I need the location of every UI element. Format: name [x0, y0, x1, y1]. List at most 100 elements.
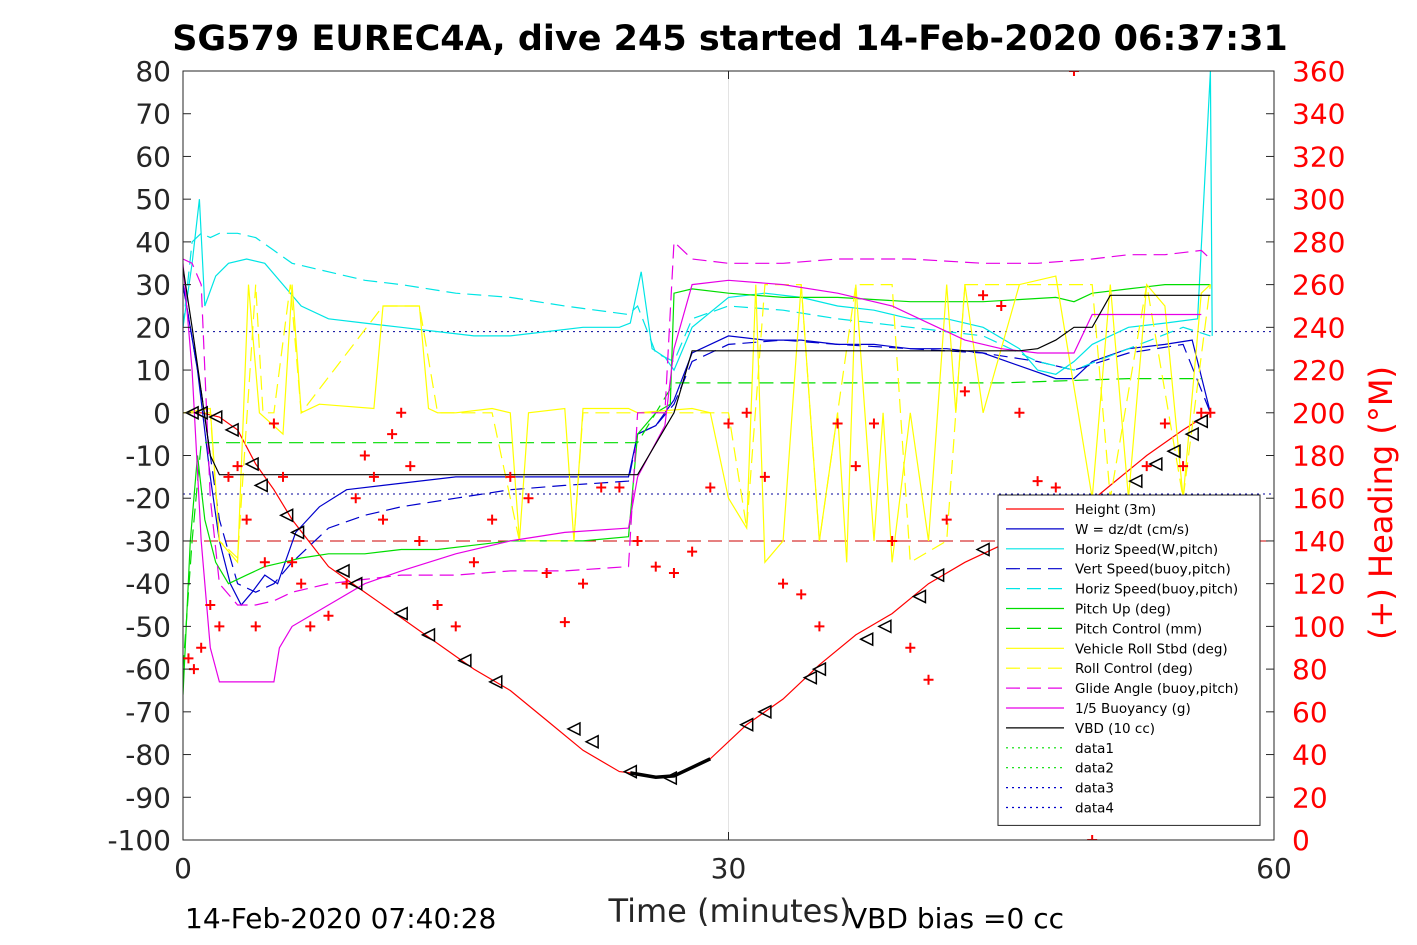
heading-point [868, 418, 879, 429]
series-line [183, 267, 1211, 476]
y-right-tick-label: 0 [1292, 824, 1310, 857]
heading-point [650, 561, 661, 572]
y-right-tick-label: 160 [1292, 482, 1345, 515]
depth-marker [420, 627, 436, 643]
depth-marker [488, 674, 503, 690]
heading-point [796, 589, 807, 600]
depth-marker [1148, 456, 1163, 472]
series-line [183, 232, 1211, 371]
depth-marker [184, 405, 199, 420]
depth-marker [1128, 473, 1143, 489]
legend-label: 1/5 Buoyancy (g) [1075, 701, 1191, 717]
heading-point [305, 621, 316, 632]
series-line [183, 71, 1213, 375]
heading-point [996, 300, 1007, 311]
depth-marker [859, 631, 874, 647]
legend-label: data2 [1075, 761, 1114, 777]
depth-marker [244, 456, 259, 472]
heading-point [687, 546, 698, 557]
y-tick-label: -50 [125, 610, 171, 643]
heading-point [668, 567, 679, 578]
heading-point [832, 418, 843, 429]
y-tick-label: -60 [125, 653, 171, 686]
y-tick-label: -70 [125, 696, 171, 729]
heading-point [905, 642, 916, 653]
heading-point [1141, 461, 1152, 472]
y-right-tick-label: 180 [1292, 440, 1345, 473]
y-right-tick-label: 360 [1292, 55, 1345, 88]
heading-point [378, 514, 389, 525]
legend-box [997, 494, 1261, 826]
y-tick-label: -90 [125, 781, 171, 814]
y-tick-label: 40 [135, 226, 171, 259]
legend-label: Pitch Up (deg) [1075, 602, 1171, 618]
y-right-tick-label: 20 [1292, 781, 1328, 814]
depth-marker [877, 619, 892, 634]
heading-point [723, 418, 734, 429]
y-tick-label: 60 [135, 140, 171, 173]
heading-point [368, 471, 379, 482]
y-right-tick-label: 100 [1292, 610, 1345, 643]
x-tick-label: 0 [174, 852, 192, 885]
depth-marker [253, 478, 268, 493]
heading-point [223, 471, 234, 482]
heading-point [596, 482, 607, 493]
depth-marker [335, 563, 350, 579]
heading-point [505, 471, 516, 482]
heading-point [468, 557, 479, 568]
depth-marker [811, 661, 827, 677]
depth-marker [911, 589, 927, 604]
heading-point [559, 617, 570, 628]
legend-label: W = dz/dt (cm/s) [1075, 522, 1189, 538]
depth-marker [224, 422, 239, 438]
depth-marker [289, 525, 305, 540]
heading-point [978, 290, 989, 301]
y-tick-label: -100 [107, 824, 171, 857]
legend-label: Glide Angle (buoy,pitch) [1075, 681, 1239, 697]
heading-point [1014, 407, 1025, 418]
y-right-tick-label: 340 [1292, 98, 1345, 131]
y-right-tick-label: 80 [1292, 653, 1328, 686]
heading-point [359, 450, 370, 461]
heading-point [614, 482, 625, 493]
heading-point [778, 578, 789, 589]
y-tick-label: 50 [135, 183, 171, 216]
y-axis-label-right: (+) Heading (°M) [1362, 366, 1400, 640]
depth-marker [802, 670, 818, 685]
series-line [183, 275, 1211, 564]
heading-point [268, 418, 279, 429]
heading-point [241, 514, 252, 525]
heading-point [259, 557, 270, 568]
y-tick-label: -30 [125, 525, 171, 558]
heading-point [450, 621, 461, 632]
legend-label: data4 [1075, 801, 1114, 817]
depth-marker [1193, 414, 1209, 429]
legend-label: VBD (10 cc) [1075, 721, 1155, 737]
depth-marker [348, 576, 363, 591]
depth-marker [278, 508, 294, 523]
legend-label: Pitch Control (mm) [1075, 621, 1202, 637]
heading-point [287, 557, 298, 568]
depth-marker [757, 704, 772, 720]
y-tick-label: 0 [153, 397, 171, 430]
heading-point [941, 514, 952, 525]
y-tick-label: -40 [125, 568, 171, 601]
heading-point [632, 535, 643, 546]
heading-point [705, 482, 716, 493]
depth-marker [393, 606, 408, 621]
series-line [183, 378, 1202, 670]
depth-marker [584, 734, 599, 749]
y-right-tick-label: 200 [1292, 397, 1345, 430]
y-right-tick-label: 260 [1292, 269, 1345, 302]
y-right-tick-label: 300 [1292, 183, 1345, 216]
y-tick-label: 30 [135, 269, 171, 302]
heading-point [1205, 407, 1216, 418]
x-tick-label: 30 [711, 852, 747, 885]
legend-label: Roll Control (deg) [1075, 661, 1193, 677]
y-right-tick-label: 280 [1292, 226, 1345, 259]
heading-point [250, 621, 261, 632]
heading-point [323, 610, 334, 621]
dive-bottom-segment [630, 757, 712, 779]
heading-point [1196, 407, 1207, 418]
legend: Height (3m) W = dz/dt (cm/s) Horiz Speed(W… [997, 494, 1261, 826]
